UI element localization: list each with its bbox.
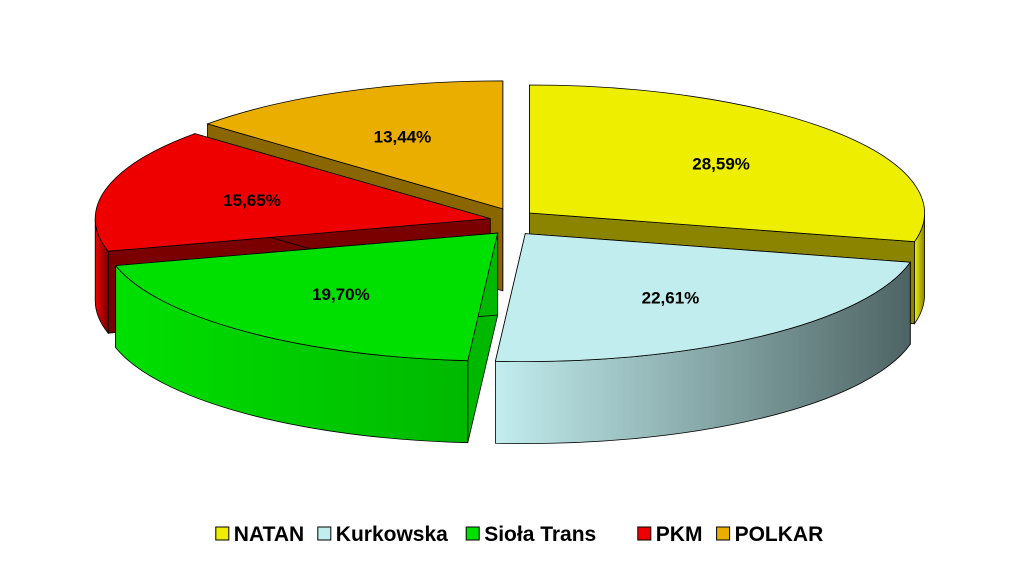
legend-label: NATAN <box>234 523 304 546</box>
data-label: 28,59% <box>692 155 750 174</box>
legend-swatch <box>317 526 332 541</box>
legend-label: PKM <box>656 523 703 546</box>
data-labels: 28,59% 22,61% 19,70% 15,65% 13,44% <box>223 127 750 307</box>
slice-top <box>206 80 504 210</box>
legend-item: PKM <box>637 523 703 546</box>
legend-swatch <box>215 526 230 541</box>
data-label: 15,65% <box>223 191 281 210</box>
data-label: 13,44% <box>374 127 432 146</box>
data-label: 22,61% <box>642 289 700 308</box>
legend-item: NATAN <box>215 523 304 546</box>
legend-swatch <box>716 526 731 541</box>
slice-sioła-trans <box>114 232 499 444</box>
slice-top <box>94 133 491 252</box>
legend-item: Sioła Trans <box>465 523 596 546</box>
legend-label: POLKAR <box>735 523 824 546</box>
pie-slices <box>94 80 925 444</box>
data-label: 19,70% <box>312 285 370 304</box>
legend-label: Sioła Trans <box>484 523 596 546</box>
legend: NATAN Kurkowska Sioła Trans PKM POLKAR <box>215 523 824 546</box>
slice-top <box>494 233 911 362</box>
legend-item: POLKAR <box>716 523 824 546</box>
legend-swatch <box>465 526 480 541</box>
slice-kurkowska <box>494 233 911 444</box>
slice-top <box>114 232 499 362</box>
legend-swatch <box>637 526 652 541</box>
legend-label: Kurkowska <box>336 523 448 546</box>
slice-top <box>529 84 925 243</box>
legend-item: Kurkowska <box>317 523 448 546</box>
